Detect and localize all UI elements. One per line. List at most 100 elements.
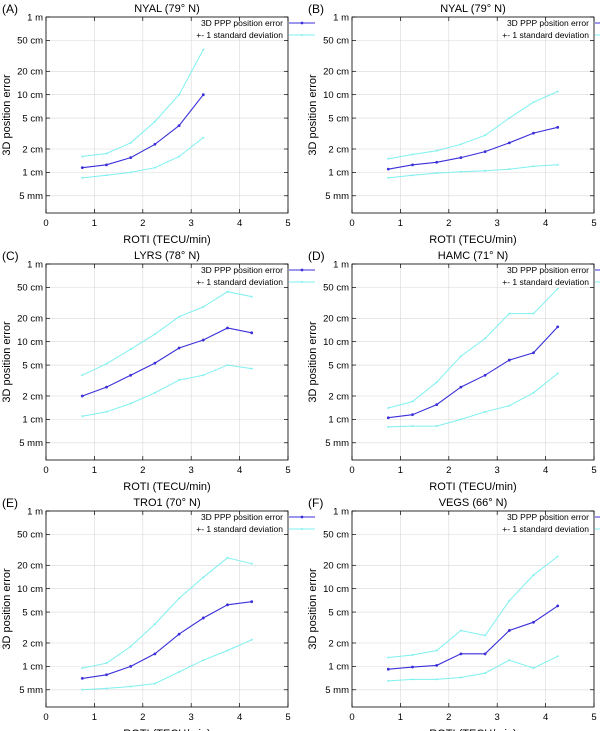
panel-letter: (C) — [2, 249, 19, 263]
data-point-std-dev — [129, 141, 132, 144]
data-point-main — [556, 604, 560, 608]
data-point-main — [532, 620, 535, 624]
data-point-main — [556, 125, 560, 129]
data-point-main — [153, 361, 157, 365]
y-tick-label: 1 m — [333, 506, 349, 517]
x-tick-label: 5 — [285, 465, 290, 476]
x-tick-label: 5 — [591, 712, 596, 723]
y-tick-label: 10 cm — [17, 337, 43, 348]
data-point-main — [556, 325, 560, 329]
x-tick-label: 2 — [446, 218, 451, 229]
data-point-std-dev — [129, 645, 132, 648]
panel-letter: (B) — [308, 2, 324, 16]
data-point-std-dev — [508, 312, 511, 315]
y-tick-label: 5 mm — [19, 438, 43, 449]
y-tick-label: 1 m — [333, 12, 349, 23]
panel-letter: (A) — [2, 2, 18, 16]
x-axis-label: ROTI (TECU/min) — [429, 234, 516, 246]
data-point-main — [80, 166, 84, 170]
y-axis-label: 3D position error — [1, 568, 13, 650]
data-point-main — [435, 663, 439, 667]
panel-title: NYAL (79° N) — [134, 3, 200, 15]
data-point-main — [532, 131, 535, 135]
x-tick-label: 2 — [140, 465, 145, 476]
plot-frame — [45, 263, 289, 461]
y-tick-label: 5 cm — [328, 360, 349, 371]
data-point-main — [177, 346, 181, 350]
data-point-main — [105, 163, 108, 167]
legend-marker-std-dev — [301, 34, 303, 36]
data-point-std-dev — [556, 287, 559, 290]
legend-entry-std-dev: +- 1 standard deviation — [196, 30, 283, 40]
data-point-std-dev — [178, 315, 181, 318]
y-tick-label: 2 cm — [22, 638, 43, 649]
series-line-std-dev — [82, 639, 252, 691]
data-point-std-dev — [459, 676, 462, 679]
plot-frame — [351, 16, 595, 214]
y-tick-label: 5 cm — [22, 360, 43, 371]
data-point-main — [483, 150, 487, 154]
data-point-std-dev — [81, 688, 84, 691]
y-tick-label: 50 cm — [17, 283, 43, 294]
data-point-std-dev — [153, 682, 156, 685]
data-point-std-dev — [178, 670, 181, 673]
data-point-std-dev — [484, 634, 487, 637]
x-tick-label: 1 — [92, 712, 97, 723]
y-tick-label: 5 cm — [22, 113, 43, 124]
y-tick-label: 50 cm — [17, 530, 43, 541]
data-point-std-dev — [556, 372, 559, 375]
data-point-std-dev — [435, 381, 438, 384]
chart-panel-a: 1 m 50 cm 20 cm 10 cm 5 cm 2 cm 1 cm 5 mm 0 1 2 3 4 5… — [1, 2, 315, 246]
data-point-std-dev — [129, 348, 132, 351]
plot-frame — [45, 16, 289, 214]
x-tick-label: 4 — [237, 712, 242, 723]
data-point-main — [129, 156, 133, 159]
y-tick-label: 50 cm — [323, 530, 349, 541]
data-point-main — [250, 600, 254, 604]
x-axis-label: ROTI (TECU/min) — [123, 728, 210, 731]
series-line-std-dev — [82, 557, 252, 669]
y-tick-label: 1 m — [27, 506, 43, 517]
x-axis-label: ROTI (TECU/min) — [123, 481, 210, 493]
panel-title: TRO1 (70° N) — [133, 497, 200, 509]
x-tick-label: 2 — [446, 712, 451, 723]
series-line-main — [82, 601, 252, 679]
data-point-std-dev — [435, 425, 438, 428]
data-point-main — [507, 141, 511, 145]
data-point-std-dev — [81, 155, 84, 158]
data-point-std-dev — [411, 153, 414, 156]
data-point-std-dev — [508, 659, 511, 662]
y-tick-label: 2 cm — [22, 391, 43, 402]
y-tick-label: 10 cm — [323, 584, 349, 595]
y-tick-label: 1 m — [27, 12, 43, 23]
y-tick-label: 10 cm — [323, 337, 349, 348]
data-point-main — [459, 652, 463, 656]
data-point-std-dev — [459, 143, 462, 146]
x-tick-label: 1 — [92, 465, 97, 476]
legend-entry-main: 3D PPP position error — [507, 18, 589, 28]
series-line-std-dev — [82, 291, 252, 376]
data-point-main — [177, 632, 181, 636]
data-point-main — [153, 652, 157, 656]
x-tick-label: 5 — [591, 465, 596, 476]
y-tick-label: 1 m — [333, 259, 349, 270]
chart-panel-b: 1 m 50 cm 20 cm 10 cm 5 cm 2 cm 1 cm 5 mm 0 1 2 3 4 5… — [307, 2, 600, 246]
y-axis-label: 3D position error — [1, 321, 13, 403]
data-point-std-dev — [411, 425, 414, 428]
x-tick-label: 2 — [140, 712, 145, 723]
data-point-main — [177, 124, 181, 128]
y-tick-label: 50 cm — [323, 283, 349, 294]
x-tick-label: 3 — [189, 465, 194, 476]
data-point-std-dev — [387, 157, 390, 160]
data-point-std-dev — [484, 672, 487, 675]
data-point-std-dev — [459, 629, 462, 632]
x-tick-label: 3 — [189, 712, 194, 723]
data-point-main — [507, 358, 511, 362]
y-tick-label: 5 cm — [22, 607, 43, 618]
data-point-main — [435, 160, 439, 164]
y-tick-label: 1 cm — [22, 662, 43, 673]
data-point-std-dev — [556, 163, 559, 166]
data-point-std-dev — [129, 171, 132, 174]
data-point-std-dev — [153, 623, 156, 626]
